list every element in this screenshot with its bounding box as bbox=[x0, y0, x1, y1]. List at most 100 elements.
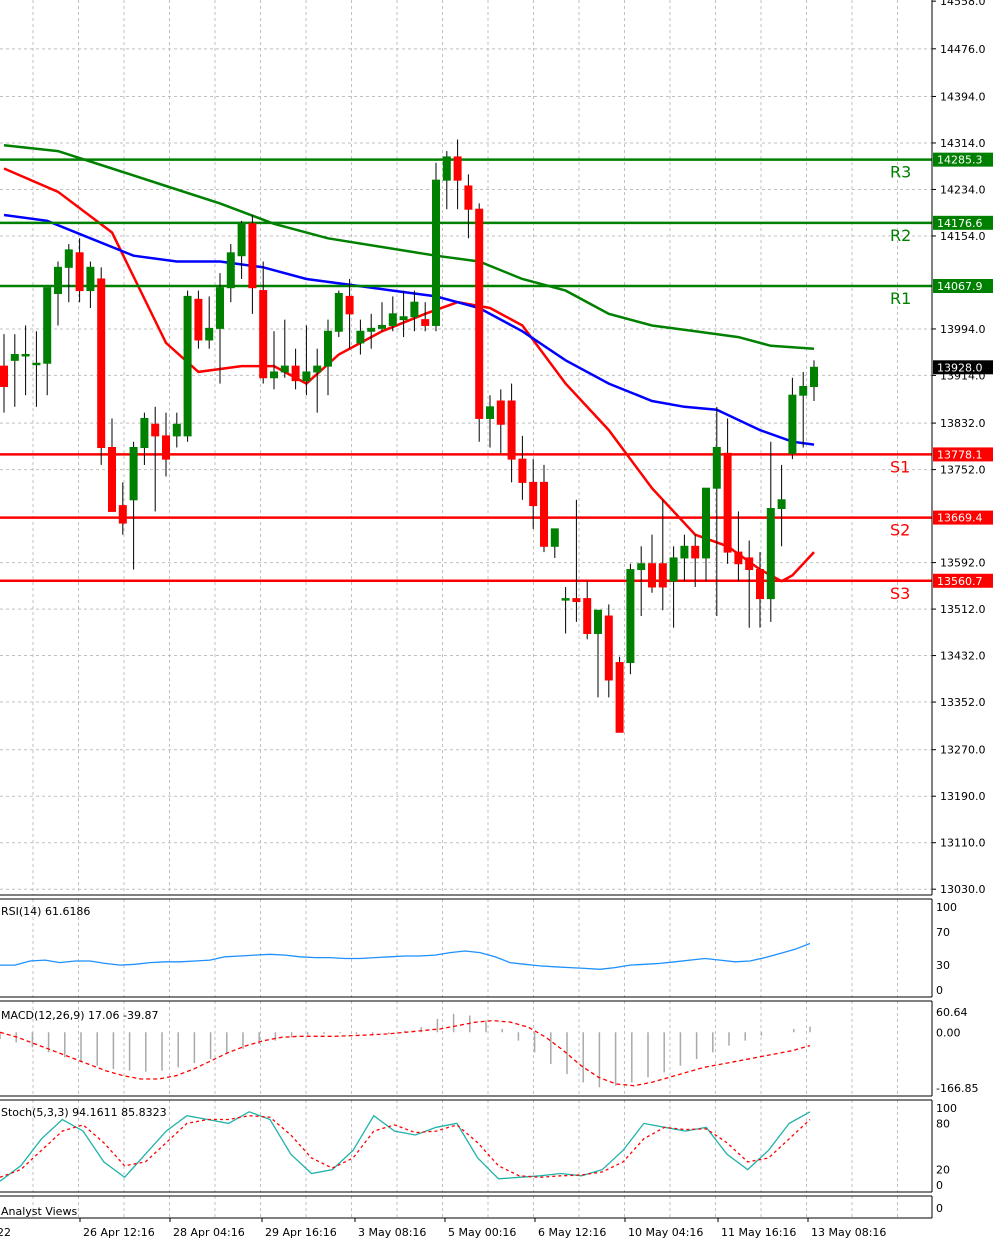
candle-body bbox=[442, 156, 451, 181]
candle-body bbox=[345, 295, 354, 315]
price-tick-label: 13432.0 bbox=[940, 650, 986, 663]
candle-body bbox=[151, 423, 160, 437]
candle-body bbox=[572, 598, 581, 603]
price-tick-label: 14154.0 bbox=[940, 230, 986, 243]
time-tick-label: 25 Apr 2022 bbox=[0, 1226, 11, 1239]
price-tick-label: 13832.0 bbox=[940, 417, 986, 430]
candle-body bbox=[453, 156, 462, 181]
level-price-tag bbox=[933, 278, 993, 293]
candle-body bbox=[291, 365, 300, 382]
indicator-panels: RSI(14) 61.6186 100 70 30 0 MACD(12,26,9) 17.… bbox=[0, 901, 978, 1218]
level-price-tag bbox=[933, 510, 993, 525]
macd-tick-label: 60.64 bbox=[936, 1006, 968, 1019]
candle-body bbox=[518, 458, 527, 483]
candle-body bbox=[129, 447, 138, 501]
candle-body bbox=[766, 508, 775, 600]
candle-body bbox=[507, 400, 516, 460]
price-tick-label: 14558.0 bbox=[940, 0, 986, 8]
price-tick-label: 13270.0 bbox=[940, 744, 986, 757]
candle-body bbox=[561, 598, 570, 601]
candle-body bbox=[691, 545, 700, 559]
price-tick-label: 13190.0 bbox=[940, 790, 986, 803]
candle-body bbox=[162, 435, 170, 460]
candle-body bbox=[583, 598, 592, 634]
price-tick-label: 13110.0 bbox=[940, 837, 986, 850]
candle-body bbox=[745, 557, 754, 571]
price-tick-label: 13352.0 bbox=[940, 696, 986, 709]
candle-body bbox=[75, 252, 84, 292]
price-tick-label: 13030.0 bbox=[940, 883, 986, 896]
candle-body bbox=[788, 394, 797, 454]
time-tick-label: 3 May 08:16 bbox=[358, 1226, 426, 1239]
level-price-label: 14176.6 bbox=[937, 217, 983, 230]
analyst-views-label: Analyst Views bbox=[1, 1205, 77, 1218]
time-tick-label: 10 May 04:16 bbox=[628, 1226, 703, 1239]
rsi-line bbox=[0, 942, 811, 970]
price-tick-label: 14476.0 bbox=[940, 43, 986, 56]
price-tick-label: 14394.0 bbox=[940, 90, 986, 103]
candle-body bbox=[464, 185, 473, 210]
time-tick-label: 26 Apr 12:16 bbox=[83, 1226, 155, 1239]
candle-body bbox=[237, 223, 246, 257]
candle-body bbox=[615, 662, 624, 733]
panel-frames bbox=[0, 0, 933, 1219]
candle-body bbox=[799, 385, 808, 396]
candle-body bbox=[486, 406, 494, 419]
time-tick-label: 11 May 16:16 bbox=[721, 1226, 796, 1239]
candle-body bbox=[421, 319, 430, 326]
candle-body bbox=[378, 324, 386, 329]
candle-body bbox=[194, 298, 203, 341]
level-label-r2: R2 bbox=[890, 226, 911, 245]
macd-tick-label: -166.85 bbox=[936, 1082, 978, 1095]
price-tick-label: 14314.0 bbox=[940, 137, 986, 150]
price-tick-label: 13994.0 bbox=[940, 323, 986, 336]
candle-body bbox=[313, 365, 322, 373]
candle-body bbox=[712, 447, 721, 489]
price-tick-label: 14234.0 bbox=[940, 183, 986, 196]
level-price-tag bbox=[933, 152, 993, 167]
moving-average-line bbox=[3, 144, 815, 350]
time-tick-label: 5 May 00:16 bbox=[448, 1226, 516, 1239]
time-tick-label: 29 Apr 16:16 bbox=[265, 1226, 337, 1239]
candle-body bbox=[550, 528, 559, 547]
candle-body bbox=[270, 371, 278, 379]
candle-body bbox=[216, 287, 224, 329]
time-axis: 25 Apr 2022 26 Apr 12:16 28 Apr 04:16 29 Ap… bbox=[0, 1218, 886, 1239]
last-price-label: 13928.0 bbox=[937, 361, 983, 374]
candle-body bbox=[280, 365, 289, 373]
candle-body bbox=[540, 481, 548, 547]
rsi-label: RSI(14) 61.6186 bbox=[1, 905, 90, 918]
candle-body bbox=[626, 569, 635, 664]
stoch-k-line bbox=[0, 1111, 811, 1182]
level-label-s2: S2 bbox=[890, 521, 910, 540]
candle-body bbox=[86, 266, 95, 292]
rsi-tick-label: 0 bbox=[936, 984, 943, 997]
candle-body bbox=[64, 249, 73, 268]
candle-body bbox=[669, 557, 678, 582]
candle-body bbox=[475, 208, 484, 419]
candle-body bbox=[702, 487, 710, 559]
candle-body bbox=[496, 400, 505, 425]
candle-body bbox=[723, 452, 732, 553]
level-price-tag bbox=[933, 215, 993, 230]
rsi-tick-label: 70 bbox=[936, 926, 950, 939]
candle-body bbox=[680, 545, 689, 559]
rsi-tick-label: 30 bbox=[936, 959, 950, 972]
level-label-s1: S1 bbox=[890, 457, 910, 476]
candle-body bbox=[183, 295, 192, 437]
candle-body bbox=[43, 287, 52, 364]
candle-body bbox=[259, 290, 268, 379]
candle-body bbox=[367, 327, 376, 332]
candle-body bbox=[810, 366, 818, 387]
level-label-r1: R1 bbox=[890, 289, 911, 308]
level-price-label: 13778.1 bbox=[937, 448, 983, 461]
time-tick-label: 6 May 12:16 bbox=[538, 1226, 606, 1239]
candle-body bbox=[334, 292, 343, 332]
stoch-tick-label: 20 bbox=[936, 1164, 950, 1177]
level-price-tag bbox=[933, 573, 993, 588]
candle-body bbox=[777, 499, 786, 510]
candle-body bbox=[756, 569, 764, 600]
chart-grid bbox=[0, 0, 932, 1218]
pivot-levels: R3 14285.3 R2 14176.6 R1 14067.9 S1 13778.1 S2 13… bbox=[0, 152, 993, 603]
